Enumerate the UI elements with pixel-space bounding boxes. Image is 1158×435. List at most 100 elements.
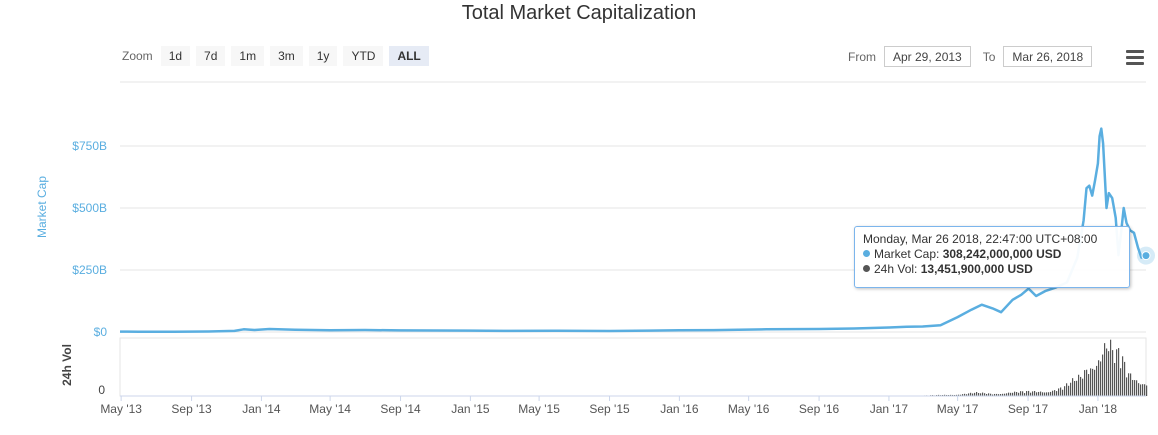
volume-bar [1006,393,1008,396]
volume-bar [980,393,982,396]
volume-bar [1018,392,1020,396]
volume-bar [1012,392,1014,396]
x-tick-label: Jan '14 [242,402,281,416]
volume-bar [1078,374,1080,396]
volume-bar [1022,391,1024,396]
volume-bar [1122,356,1124,396]
volume-bar [1118,348,1120,396]
zoom-label: Zoom [122,49,153,63]
volume-bar [1082,378,1084,396]
volume-bar [998,394,1000,396]
volume-bar [990,393,992,396]
volume-bar [1114,362,1116,396]
volume-bar [1046,392,1048,396]
x-tick-label: May '13 [100,402,142,416]
volume-bar [994,393,996,396]
volume-axis-title: 24h Vol [60,344,74,386]
zoom-3m-button[interactable]: 3m [270,46,303,66]
zoom-7d-button[interactable]: 7d [196,46,226,66]
volume-bar [950,394,952,396]
volume-bar [974,392,976,396]
volume-bars [120,339,1148,396]
from-date-input[interactable]: Apr 29, 2013 [884,46,971,67]
tooltip-market-cap-value: 308,242,000,000 USD [942,247,1062,261]
zoom-bar: Zoom 1d 7d 1m 3m 1y YTD ALL [122,46,429,66]
zoom-1y-button[interactable]: 1y [308,46,338,66]
x-tick-label: Jan '17 [870,402,909,416]
to-date-input[interactable]: Mar 26, 2018 [1003,46,1093,67]
volume-bar [1112,350,1114,396]
tooltip-volume-label: 24h Vol: [874,262,918,276]
volume-bar [1092,368,1094,396]
volume-bar [1024,393,1026,396]
tooltip-volume-value: 13,451,900,000 USD [920,262,1033,276]
volume-bar [964,393,966,396]
tooltip-market-cap-row: Market Cap: 308,242,000,000 USD [863,247,1121,262]
zoom-1m-button[interactable]: 1m [231,46,265,66]
volume-bar [1072,378,1074,396]
volume-bar [1110,339,1112,396]
volume-bar [1004,393,1006,396]
x-tick-label: Jan '15 [451,402,490,416]
from-label: From [848,49,876,64]
volume-bar [954,394,956,396]
hamburger-menu-icon[interactable] [1126,50,1144,66]
volume-bar [1130,373,1132,396]
x-tick-label: Sep '15 [589,402,630,416]
volume-bar [970,392,972,396]
x-tick-label: Sep '13 [171,402,212,416]
tooltip-volume-row: 24h Vol: 13,451,900,000 USD [863,262,1121,277]
market-cap-dot-icon [863,250,870,257]
volume-bar [1062,389,1064,396]
volume-bar [1008,392,1010,396]
volume-bar [1084,370,1086,396]
volume-bar [1040,391,1042,396]
y-tick-label: $250B [72,263,107,277]
volume-bar [1054,390,1056,396]
x-tick-label: Sep '16 [799,402,840,416]
to-label: To [982,49,996,64]
volume-bar [1034,390,1036,396]
chart-title: Total Market Capitalization [461,2,697,24]
chart-tooltip: Monday, Mar 26 2018, 22:47:00 UTC+08:00 … [854,226,1130,288]
volume-dot-icon [863,265,870,272]
volume-bar [958,394,960,396]
volume-bar [1136,380,1138,396]
date-range: From Apr 29, 2013 To Mar 26, 2018 [848,46,1093,67]
x-tick-label: Sep '17 [1008,402,1049,416]
volume-bar [1096,365,1098,396]
volume-bar [1108,351,1110,396]
volume-bar [986,393,988,396]
volume-bar [1000,394,1002,396]
volume-bar [1144,384,1146,396]
volume-bar [938,394,940,396]
x-tick-label: May '15 [518,402,560,416]
volume-bar [952,394,954,396]
x-tick-label: May '14 [309,402,351,416]
zoom-1d-button[interactable]: 1d [160,46,191,66]
volume-bar [1094,369,1096,396]
volume-bar [1044,392,1046,396]
zoom-all-button[interactable]: ALL [389,46,429,66]
volume-bar [1048,392,1050,396]
volume-bar [1028,390,1030,396]
volume-bar [1002,393,1004,396]
volume-bar [1060,387,1062,396]
zoom-ytd-button[interactable]: YTD [343,46,384,66]
y-tick-label: $500B [72,201,107,215]
volume-bar [968,393,970,396]
x-tick-label: May '17 [937,402,979,416]
x-tick-label: Jan '16 [660,402,699,416]
market-cap-line [119,127,1147,333]
volume-bar [1042,392,1044,396]
y-tick-label: $750B [72,139,107,153]
volume-bar [1030,392,1032,396]
tooltip-market-cap-label: Market Cap: [874,247,940,261]
volume-bar [1126,377,1128,396]
volume-bar [1088,374,1090,396]
volume-bar [988,393,990,396]
volume-tick-label: 0 [98,383,105,397]
volume-bar [1086,369,1088,396]
volume-bar [1076,380,1078,396]
